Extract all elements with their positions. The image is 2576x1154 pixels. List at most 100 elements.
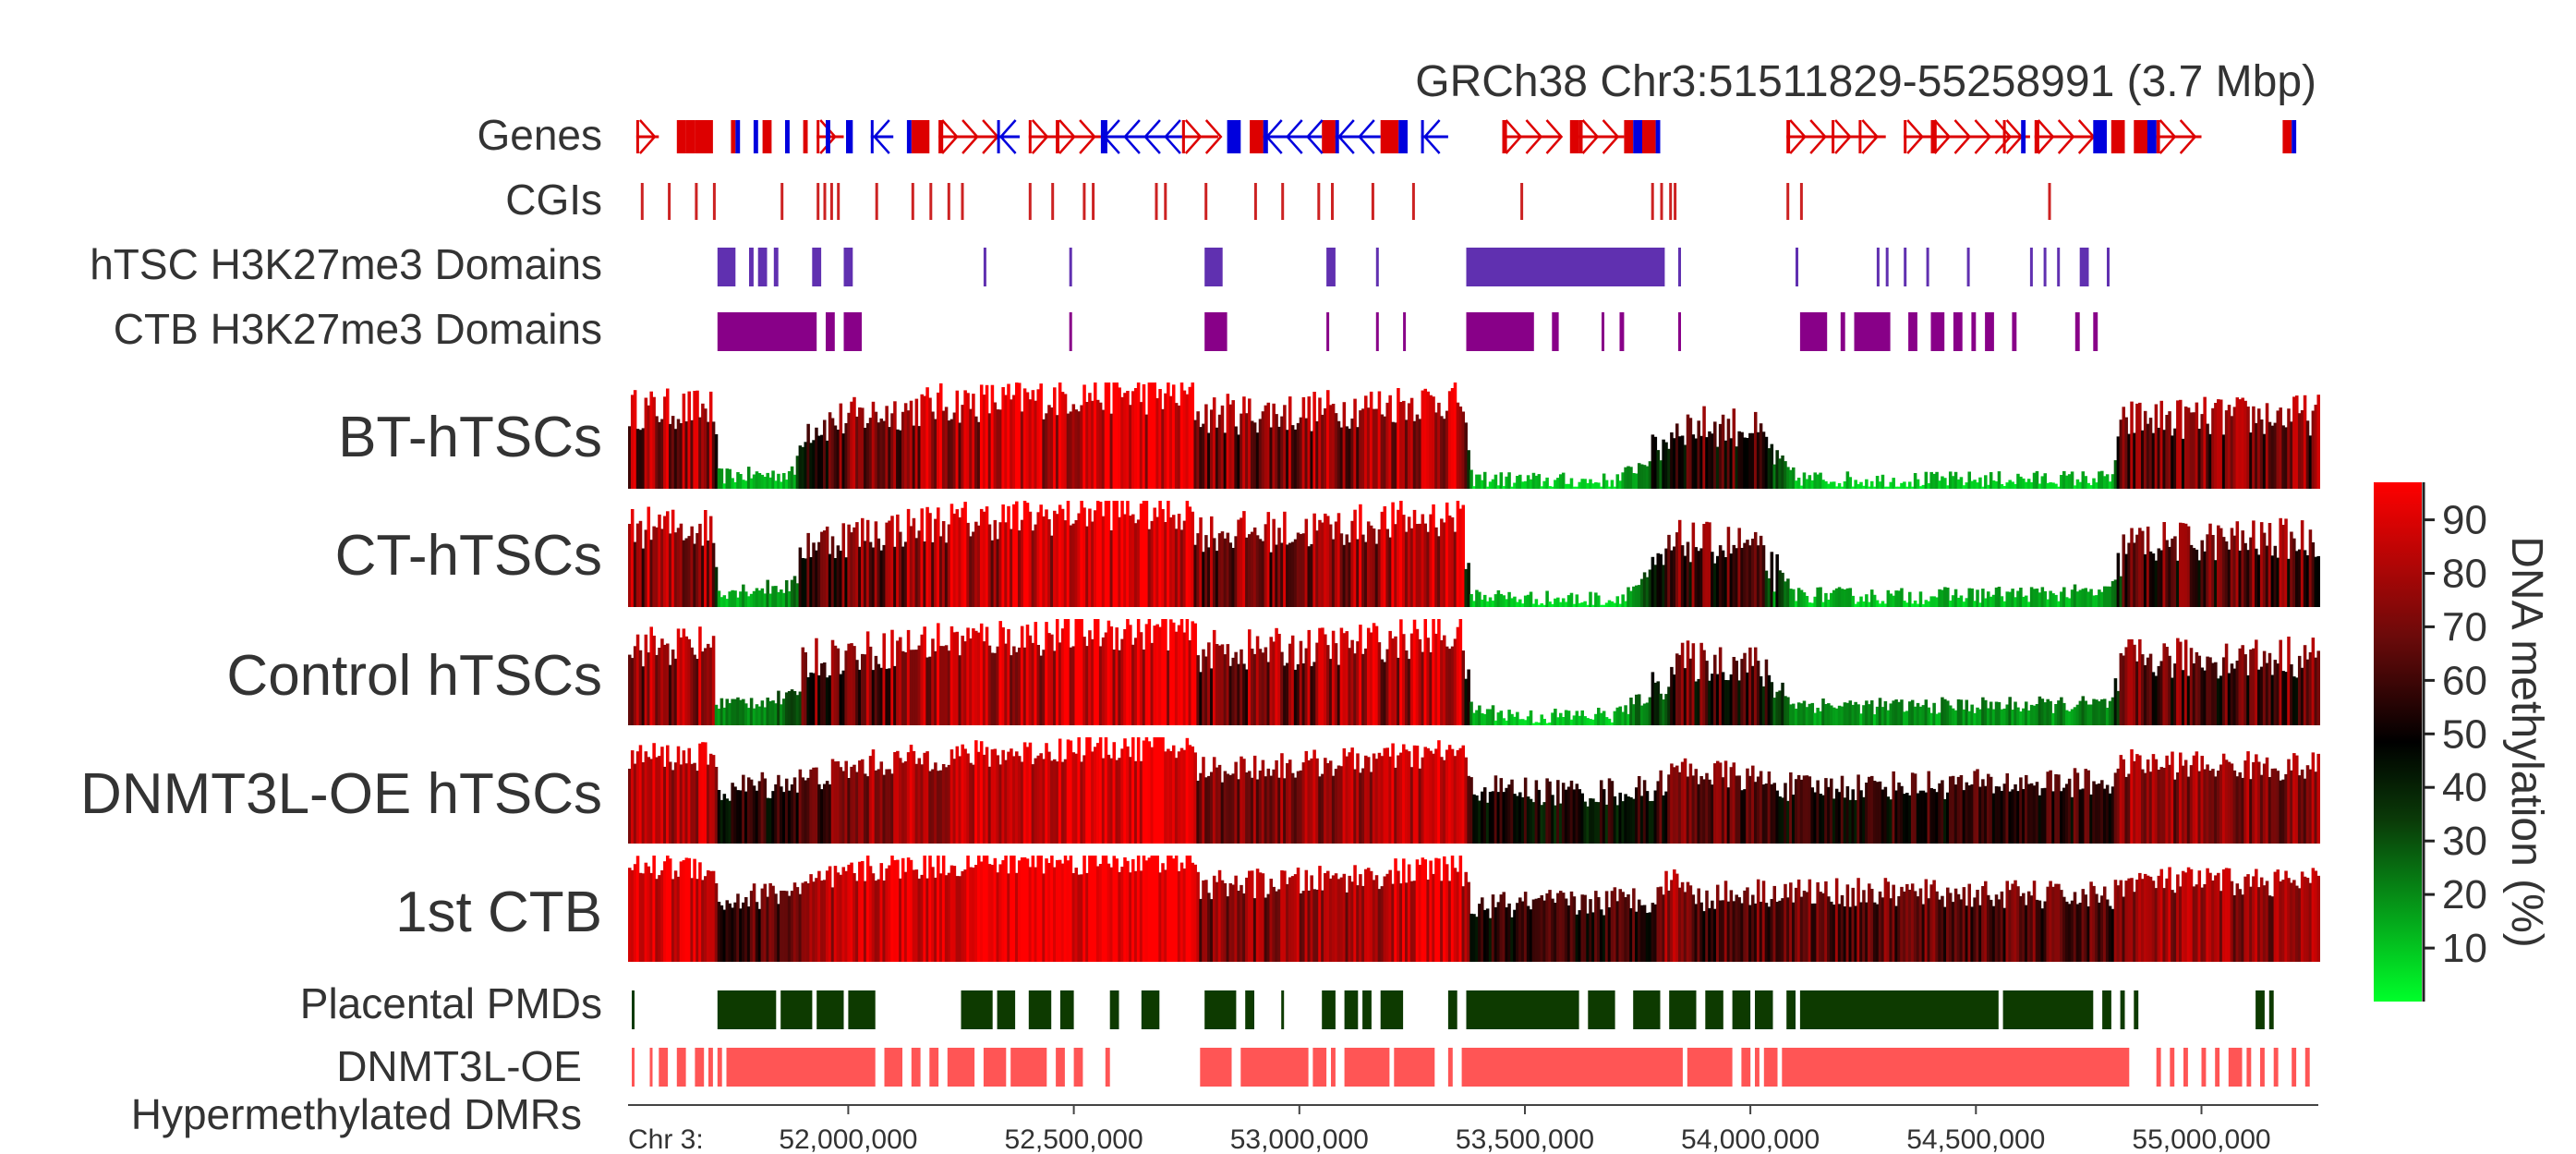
- methylation-bar: [704, 648, 707, 725]
- methylation-bar: [706, 541, 710, 607]
- methylation-bar: [2024, 905, 2028, 962]
- methylation-bar: [739, 790, 743, 844]
- methylation-bar: [1881, 897, 1885, 962]
- methylation-bar: [1167, 501, 1170, 607]
- methylation-bar: [1299, 893, 1303, 962]
- methylation-bar: [1599, 780, 1603, 844]
- methylation-bar: [865, 423, 870, 489]
- methylation-bar: [2186, 675, 2191, 725]
- methylation-bar: [2159, 400, 2164, 489]
- methylation-bar: [1350, 639, 1354, 725]
- methylation-bar: [1534, 722, 1539, 725]
- methylation-bar: [1345, 892, 1349, 962]
- methylation-bar: [963, 748, 967, 844]
- methylation-bar: [1266, 893, 1271, 962]
- methylation-bar: [1794, 779, 1798, 844]
- methylation-bar: [1104, 632, 1108, 725]
- methylation-bar: [2081, 889, 2086, 962]
- methylation-bar: [2098, 902, 2101, 962]
- methylation-bar: [2138, 638, 2142, 725]
- methylation-bar: [1458, 747, 1463, 844]
- methylation-bar: [998, 764, 1002, 844]
- methylation-bar: [1286, 883, 1289, 962]
- methylation-bar: [1907, 795, 1912, 844]
- methylation-bar: [780, 589, 783, 607]
- methylation-bar: [2035, 589, 2039, 607]
- methylation-bar: [1377, 752, 1382, 844]
- methylation-bar: [801, 558, 805, 607]
- methylation-bar: [1856, 774, 1860, 844]
- methylation-bar: [792, 576, 797, 607]
- methylation-bar: [1513, 794, 1517, 844]
- methylation-bar: [777, 904, 780, 962]
- methylation-bar: [1421, 390, 1425, 489]
- methylation-bar: [2148, 418, 2153, 489]
- methylation-bar: [1578, 602, 1582, 607]
- methylation-bar: [1321, 627, 1324, 725]
- methylation-bar: [1507, 472, 1511, 489]
- methylation-bar: [1136, 619, 1141, 725]
- methylation-bar: [2238, 889, 2243, 962]
- methylation-bar: [2279, 407, 2282, 489]
- methylation-bar: [1772, 783, 1777, 844]
- gene-strand-arrow: [1337, 119, 1355, 154]
- methylation-bar: [928, 513, 932, 607]
- methylation-bar: [731, 478, 734, 489]
- gene-mark: [735, 120, 741, 153]
- methylation-bar: [1215, 767, 1219, 844]
- methylation-bar: [1031, 856, 1035, 962]
- methylation-bar: [1819, 711, 1822, 725]
- methylation-bar: [885, 769, 889, 844]
- gene-strand-arrow: [1933, 119, 1952, 154]
- methylation-bar: [1751, 894, 1755, 962]
- methylation-bar: [1359, 772, 1362, 844]
- methylation-bar: [1158, 737, 1162, 844]
- methylation-bar: [2002, 708, 2007, 725]
- methylation-bar: [782, 792, 786, 844]
- methylation-bar: [1558, 803, 1563, 844]
- methylation-bar: [1481, 480, 1484, 489]
- methylation-bar: [1718, 900, 1723, 962]
- methylation-bar: [1199, 672, 1203, 725]
- methylation-bar: [2005, 482, 2010, 489]
- methylation-bar: [1889, 481, 1893, 489]
- ctb-domain-mark: [1678, 312, 1681, 351]
- cgi-mark: [1786, 183, 1790, 220]
- methylation-bar: [966, 627, 970, 725]
- methylation-bar: [1055, 415, 1059, 489]
- methylation-bar: [1786, 800, 1790, 844]
- gene-mark: [753, 120, 758, 153]
- methylation-bar: [2060, 791, 2063, 844]
- methylation-bar: [2232, 535, 2237, 607]
- methylation-bar: [1104, 737, 1108, 844]
- colorbar-tick-label: 30: [2442, 819, 2487, 864]
- methylation-bar: [1207, 642, 1211, 725]
- methylation-bar: [1255, 432, 1260, 489]
- methylation-bar: [909, 526, 913, 607]
- methylation-bar: [1069, 647, 1073, 725]
- x-axis-chrom-label: Chr 3:: [628, 1124, 704, 1154]
- methylation-bar: [2265, 662, 2269, 725]
- methylation-bar: [839, 674, 843, 725]
- methylation-bar: [1732, 762, 1736, 844]
- methylation-bar: [944, 875, 949, 962]
- methylation-bar: [914, 763, 919, 844]
- methylation-bar: [2176, 772, 2180, 844]
- methylation-bar: [1711, 552, 1714, 607]
- methylation-bar: [1478, 800, 1482, 844]
- methylation-bar: [1171, 515, 1176, 607]
- methylation-bar: [641, 666, 646, 725]
- cgi-mark: [961, 183, 964, 220]
- methylation-bar: [660, 870, 664, 962]
- methylation-bar: [2022, 708, 2026, 725]
- methylation-bar: [2108, 700, 2112, 725]
- gene-strand-arrow: [2037, 119, 2055, 154]
- methylation-bar: [1656, 781, 1661, 844]
- methylation-bar: [1412, 420, 1417, 489]
- methylation-bar: [1204, 535, 1208, 607]
- methylation-bar: [2241, 397, 2244, 489]
- methylation-bar: [1578, 789, 1582, 844]
- methylation-bar: [2146, 759, 2150, 844]
- methylation-bar: [698, 743, 702, 844]
- methylation-bar: [2054, 704, 2058, 725]
